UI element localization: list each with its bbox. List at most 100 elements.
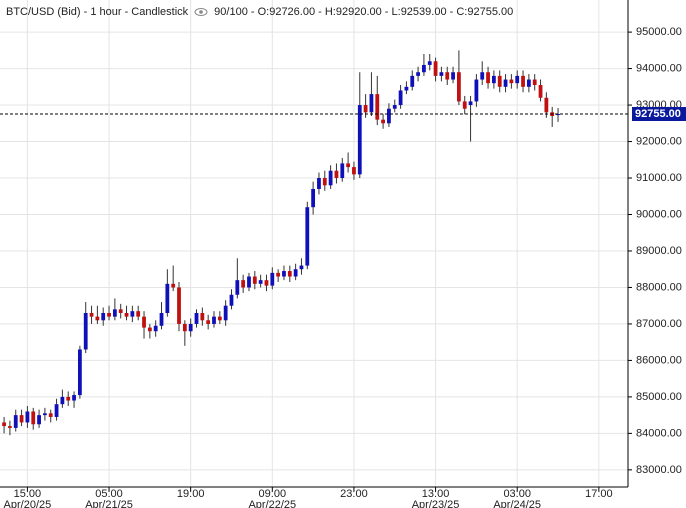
- x-tick-date: Apr/22/25: [248, 499, 296, 508]
- y-tick-label: 95000.00: [636, 26, 682, 38]
- candle-body: [48, 413, 53, 417]
- chart-title: BTC/USD (Bid) - 1 hour - Candlestick: [6, 6, 189, 18]
- candle-body: [223, 305, 228, 321]
- candle-body: [387, 108, 391, 124]
- candle-body: [206, 320, 211, 324]
- candle-body: [276, 272, 281, 277]
- candle-body: [2, 422, 6, 427]
- y-tick-label: 84000.00: [636, 427, 682, 439]
- x-tick-label: 09:00: [259, 488, 287, 500]
- candle-body: [235, 280, 240, 295]
- candle-body: [270, 272, 275, 286]
- candle-body: [130, 311, 135, 317]
- candle-body: [124, 312, 129, 317]
- candle-body: [532, 79, 537, 85]
- candle-body: [322, 178, 327, 186]
- candle-body: [363, 105, 368, 113]
- candle-body: [72, 395, 76, 401]
- x-tick-label: 13:00: [422, 488, 450, 500]
- candle-body: [25, 411, 30, 423]
- candle-body: [13, 415, 18, 428]
- candle-body: [287, 271, 292, 277]
- y-tick-label: 89000.00: [636, 245, 682, 257]
- candle-body: [43, 413, 47, 416]
- candle-body: [317, 178, 321, 189]
- x-tick-date: Apr/24/25: [493, 499, 541, 508]
- candle-body: [66, 396, 71, 401]
- candle-body: [369, 94, 374, 113]
- current-price-box: [632, 106, 686, 121]
- x-tick-label: 19:00: [177, 488, 205, 500]
- candle-body: [89, 312, 94, 317]
- candle-body: [334, 170, 339, 179]
- candle-body: [445, 72, 450, 80]
- candle-body: [410, 75, 415, 87]
- candle-body: [83, 312, 88, 350]
- candle-body: [299, 265, 304, 270]
- current-price-label: 92755.00: [635, 108, 681, 120]
- candle-body: [77, 349, 82, 396]
- candle-body: [54, 404, 59, 417]
- candle-body: [556, 113, 560, 116]
- candle-body: [427, 61, 432, 65]
- candle-body: [352, 167, 356, 175]
- candle-body: [468, 101, 473, 106]
- candle-body: [497, 75, 502, 87]
- candle-body: [182, 323, 187, 332]
- candle-body: [147, 327, 152, 332]
- candle-body: [258, 280, 263, 284]
- candle-body: [491, 75, 496, 84]
- candle-body: [217, 316, 222, 321]
- candle-body: [404, 86, 409, 91]
- candle-body: [328, 170, 333, 186]
- candle-body: [171, 283, 176, 288]
- candle-body: [457, 72, 461, 102]
- candle-body: [229, 294, 234, 306]
- x-tick-label: 05:00: [95, 488, 123, 500]
- x-tick-label: 23:00: [340, 488, 368, 500]
- candle-body: [241, 280, 246, 288]
- candle-body: [305, 207, 310, 266]
- y-tick-label: 86000.00: [636, 354, 682, 366]
- y-tick-label: 87000.00: [636, 318, 682, 330]
- eye-icon[interactable]: [194, 7, 208, 17]
- x-tick-date: Apr/21/25: [85, 499, 133, 508]
- candle-body: [19, 415, 24, 423]
- y-tick-label: 85000.00: [636, 391, 682, 403]
- chart-header: BTC/USD (Bid) - 1 hour - Candlestick 90/…: [6, 6, 513, 18]
- y-tick-label: 92000.00: [636, 135, 682, 147]
- candle-body: [107, 312, 111, 317]
- x-tick-date: Apr/23/25: [412, 499, 460, 508]
- candle-body: [37, 415, 41, 425]
- candle-body: [118, 309, 123, 313]
- candle-body: [509, 79, 514, 84]
- candle-body: [422, 64, 426, 73]
- candle-body: [8, 426, 12, 428]
- candle-body: [247, 276, 251, 288]
- candle-body: [95, 316, 100, 321]
- candle-body: [346, 163, 351, 168]
- y-tick-label: 94000.00: [636, 62, 682, 74]
- y-tick-label: 90000.00: [636, 208, 682, 220]
- candle-body: [252, 276, 257, 284]
- x-tick-label: 03:00: [503, 488, 531, 500]
- candle-body: [521, 75, 525, 87]
- candle-body: [200, 312, 205, 321]
- x-tick-label: 17:00: [585, 488, 613, 500]
- candle-body: [375, 94, 380, 120]
- y-tick-label: 88000.00: [636, 281, 682, 293]
- candle-body: [486, 72, 490, 84]
- ohlc-info: 90/100 - O:92726.00 - H:92920.00 - L:925…: [214, 6, 514, 18]
- candle-body: [416, 72, 420, 76]
- candle-body: [194, 312, 199, 324]
- candle-body: [480, 72, 485, 80]
- candle-body: [112, 309, 117, 317]
- candle-body: [544, 97, 549, 113]
- candle-body: [451, 72, 455, 80]
- candle-body: [60, 396, 65, 405]
- candle-body: [188, 323, 193, 332]
- candle-body: [474, 79, 479, 102]
- candle-body: [212, 316, 216, 324]
